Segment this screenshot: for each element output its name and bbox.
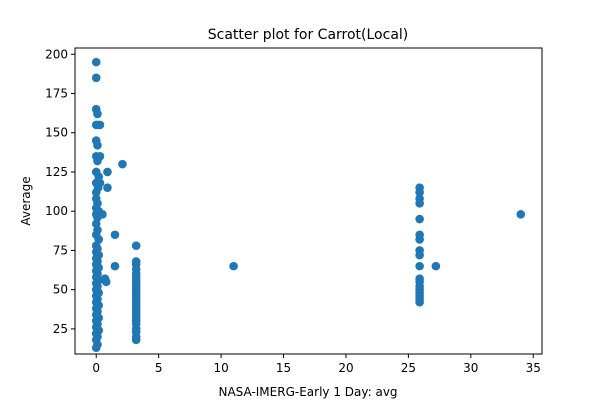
data-point bbox=[118, 159, 127, 169]
data-point bbox=[101, 277, 111, 287]
plot-frame bbox=[74, 47, 543, 355]
chart-title: Scatter plot for Carrot(Local) bbox=[208, 27, 409, 43]
data-point bbox=[110, 230, 120, 240]
y-tick-label: 75 bbox=[53, 243, 68, 257]
x-tick-label: 25 bbox=[401, 361, 416, 375]
data-point bbox=[93, 156, 102, 166]
y-axis-ticks: 25 50 75 100 125 150 175 200 bbox=[45, 47, 75, 336]
data-point bbox=[415, 297, 424, 307]
data-point bbox=[91, 343, 101, 353]
y-tick-label: 50 bbox=[53, 283, 68, 297]
y-tick-label: 25 bbox=[53, 322, 68, 336]
data-point bbox=[95, 178, 105, 188]
data-point bbox=[103, 183, 112, 192]
data-point bbox=[415, 199, 424, 208]
data-point bbox=[93, 109, 102, 119]
data-point bbox=[91, 73, 101, 83]
data-point bbox=[131, 241, 141, 251]
data-points bbox=[91, 57, 526, 353]
data-point bbox=[95, 120, 105, 130]
data-point bbox=[516, 210, 526, 219]
x-tick-label: 15 bbox=[276, 361, 291, 375]
data-point bbox=[131, 335, 141, 345]
data-point bbox=[415, 235, 424, 244]
x-tick-label: 0 bbox=[92, 361, 100, 375]
data-point bbox=[110, 261, 120, 271]
x-tick-label: 30 bbox=[463, 361, 478, 375]
y-tick-label: 200 bbox=[45, 47, 68, 61]
x-axis-ticks: 0 5 10 15 20 25 30 35 bbox=[92, 354, 541, 375]
x-axis-label: NASA-IMERG-Early 1 Day: avg bbox=[218, 385, 397, 399]
x-tick-label: 10 bbox=[213, 361, 228, 375]
y-tick-label: 100 bbox=[45, 204, 68, 218]
data-point bbox=[98, 210, 107, 219]
x-tick-label: 20 bbox=[338, 361, 353, 375]
y-tick-label: 175 bbox=[45, 87, 68, 101]
data-point bbox=[415, 214, 424, 224]
y-tick-label: 150 bbox=[45, 126, 68, 140]
data-point bbox=[431, 261, 441, 271]
y-axis-label: Average bbox=[19, 176, 33, 225]
data-point bbox=[415, 261, 424, 271]
x-tick-label: 35 bbox=[526, 361, 541, 375]
x-tick-label: 5 bbox=[155, 361, 163, 375]
data-point bbox=[91, 188, 101, 197]
data-point bbox=[415, 250, 424, 260]
data-point bbox=[93, 140, 102, 150]
data-point bbox=[229, 261, 238, 271]
data-point bbox=[91, 57, 101, 67]
data-point bbox=[415, 188, 424, 197]
y-tick-label: 125 bbox=[45, 165, 68, 179]
data-point bbox=[103, 167, 112, 177]
